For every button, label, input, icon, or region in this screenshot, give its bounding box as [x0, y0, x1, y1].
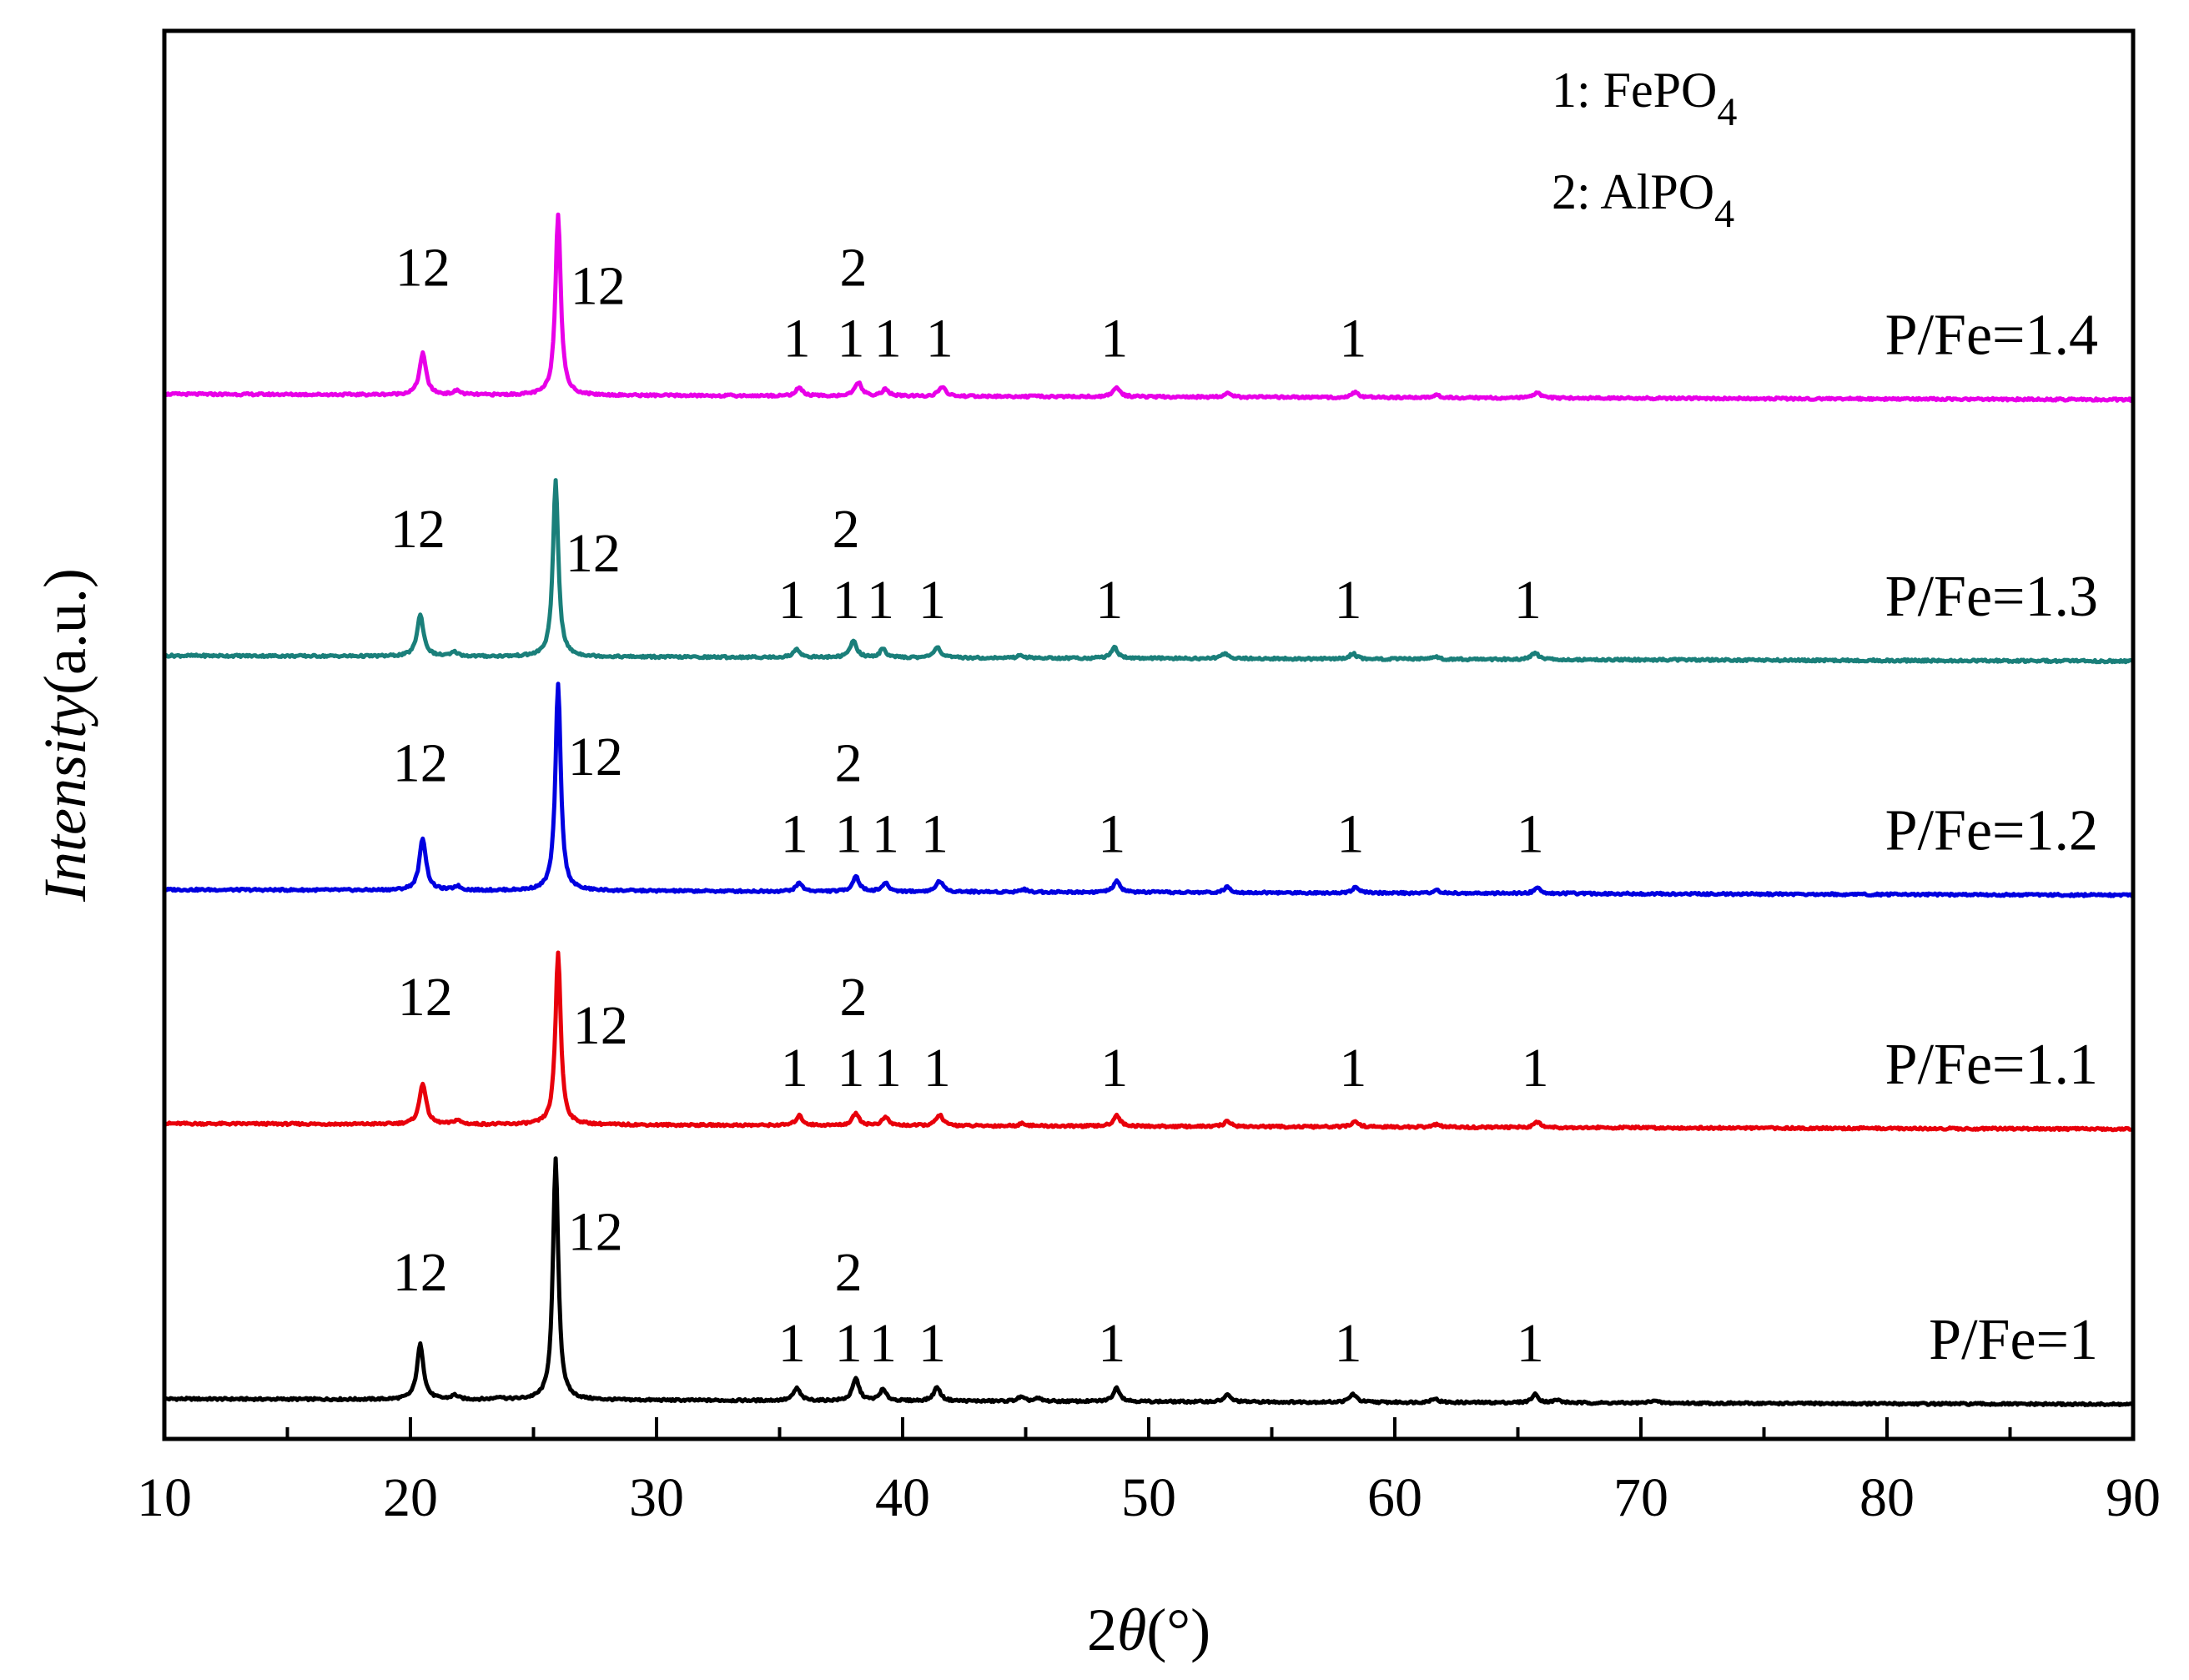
peak-label: 1: [923, 1038, 951, 1099]
peak-label: 1: [1334, 1313, 1361, 1374]
peak-label: 1: [1339, 309, 1366, 370]
series-line: [164, 682, 2135, 898]
series-line: [164, 212, 2135, 403]
x-tick-label: 90: [2106, 1467, 2161, 1528]
peak-label: 1: [1336, 804, 1364, 865]
peak-label: 1: [918, 1313, 946, 1374]
peak-label: 1: [1517, 1313, 1544, 1374]
legend-item-alpo4: 2: AlPO4: [1552, 164, 1734, 236]
series-label: P/Fe=1.1: [1885, 1033, 2098, 1097]
peak-label: 1: [1339, 1038, 1366, 1099]
peak-label: 1: [874, 309, 902, 370]
series-label: P/Fe=1.4: [1885, 304, 2098, 368]
peak-label: 1: [867, 570, 894, 631]
peak-label: 1: [781, 1038, 808, 1099]
peak-label: 1: [874, 1038, 902, 1099]
peak-label: 1: [869, 1313, 897, 1374]
x-tick-label: 50: [1121, 1467, 1176, 1528]
x-tick-label: 80: [1859, 1467, 1915, 1528]
peak-label: 1: [1095, 570, 1123, 631]
series-line: [163, 478, 2134, 665]
y-axis-title: Intensity(a.u.): [32, 568, 98, 903]
x-axis: 10 20 30 40 50 60 70 80 90: [137, 1417, 2161, 1528]
peak-label: 1: [1522, 1038, 1549, 1099]
peak-label: 1: [1517, 804, 1544, 865]
legend-item-fepo4: 1: FePO4: [1552, 63, 1737, 134]
series-line: [163, 1156, 2135, 1407]
peak-label: 1: [778, 570, 806, 631]
series-label: P/Fe=1: [1929, 1308, 2098, 1372]
peak-label: 1: [838, 1038, 865, 1099]
peak-label: 1: [1098, 1313, 1125, 1374]
peak-label: 1: [926, 309, 954, 370]
peak-label: 12: [393, 733, 448, 794]
x-tick-label: 10: [137, 1467, 192, 1528]
peak-label: 12: [398, 967, 453, 1028]
peak-label: 12: [571, 256, 626, 317]
x-axis-title: 2θ(°): [1087, 1597, 1210, 1663]
series-label: P/Fe=1.2: [1885, 799, 2098, 863]
peak-label: 12: [393, 1242, 448, 1303]
series-line: [164, 950, 2134, 1133]
peak-label: 1: [1334, 570, 1361, 631]
peak-label: 1: [921, 804, 949, 865]
series-layer: [163, 212, 2135, 1407]
peak-label: 1: [838, 309, 865, 370]
peak-label: 2: [835, 1242, 863, 1303]
peak-label: 2: [840, 238, 868, 299]
peak-label: 1: [835, 804, 863, 865]
x-tick-label: 40: [875, 1467, 930, 1528]
peak-label: 1: [1514, 570, 1542, 631]
peak-label: 1: [872, 804, 899, 865]
peak-label: 12: [573, 995, 628, 1056]
peak-label: 1: [1100, 1038, 1128, 1099]
peak-label: 1: [1100, 309, 1128, 370]
peak-label: 1: [833, 570, 860, 631]
x-tick-label: 60: [1367, 1467, 1422, 1528]
peak-label: 2: [835, 733, 863, 794]
peak-label: 12: [566, 523, 621, 584]
x-tick-label: 30: [629, 1467, 684, 1528]
peak-label: 12: [568, 1201, 623, 1262]
x-tick-label: 20: [383, 1467, 438, 1528]
x-tick-label: 70: [1613, 1467, 1668, 1528]
peak-label: 12: [568, 727, 623, 787]
peak-label: 1: [783, 309, 811, 370]
peak-label: 2: [840, 967, 868, 1028]
peak-label: 1: [781, 804, 808, 865]
peak-label: 12: [390, 499, 445, 560]
peak-label: 2: [833, 499, 860, 560]
peak-label: 1: [918, 570, 946, 631]
peak-label: 1: [1098, 804, 1125, 865]
series-label: P/Fe=1.3: [1885, 565, 2098, 629]
peak-label: 12: [395, 238, 450, 299]
peak-label: 1: [778, 1313, 806, 1374]
peak-label: 1: [835, 1313, 863, 1374]
legend: 1: FePO4 2: AlPO4: [1552, 63, 1737, 236]
